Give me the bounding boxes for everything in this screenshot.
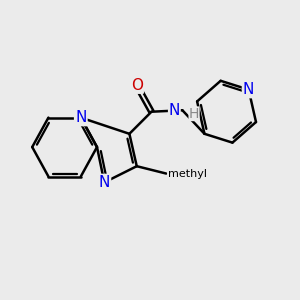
- Text: O: O: [131, 78, 143, 93]
- Text: N: N: [75, 110, 86, 125]
- Text: N: N: [99, 175, 110, 190]
- Text: methyl: methyl: [168, 169, 207, 178]
- Text: H: H: [189, 107, 199, 121]
- Text: N: N: [243, 82, 254, 97]
- Text: N: N: [169, 103, 180, 118]
